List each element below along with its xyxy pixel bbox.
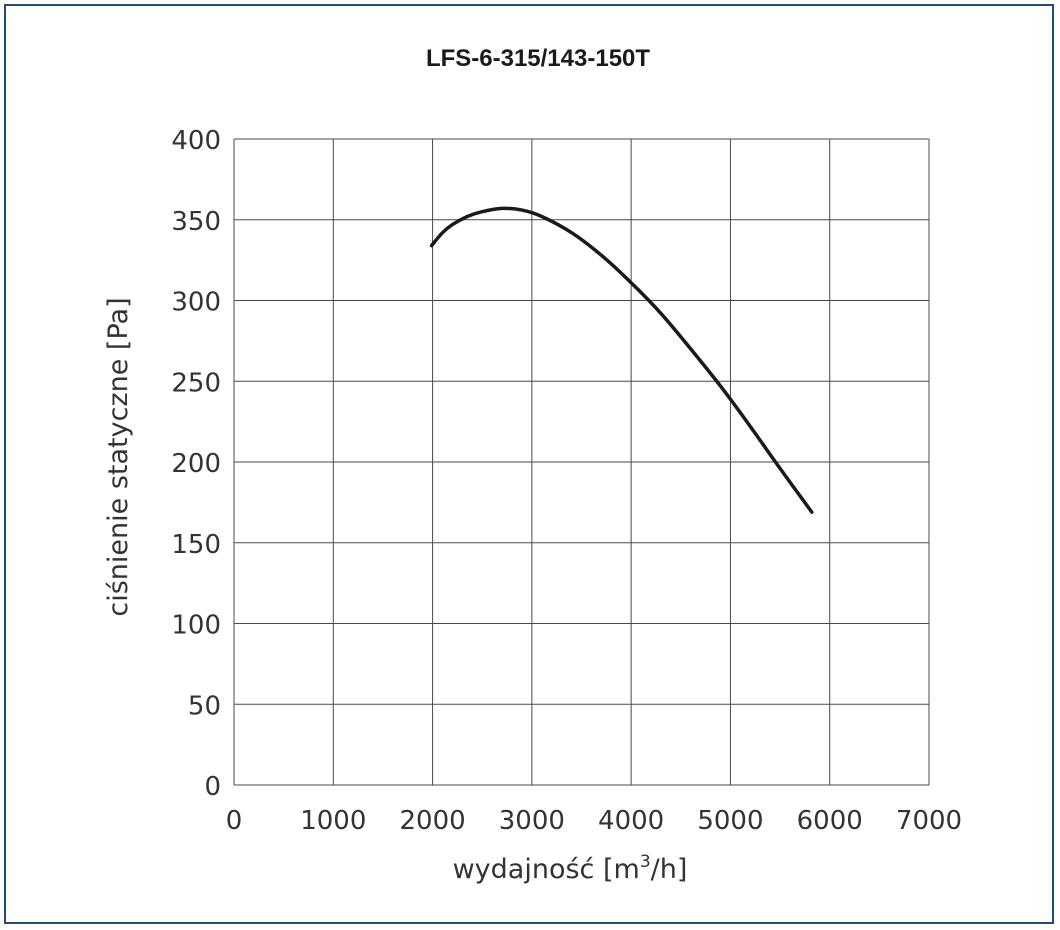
x-tick-label: 3000 [499,806,565,836]
series-layer [429,206,814,514]
x-tick-label: 7000 [896,806,962,836]
x-tick-label: 6000 [797,806,863,836]
x-tick-label: 4000 [598,806,664,836]
y-tick-label: 150 [171,530,221,560]
y-tick-label: 400 [171,126,221,156]
x-tick-label: 0 [226,806,243,836]
tick-labels: 0 1000 2000 3000 4000 5000 6000 7000 0 50 100 150 20… [171,126,962,836]
series-line [429,206,814,514]
y-tick-label: 250 [171,368,221,398]
y-tick-label: 200 [171,449,221,479]
x-tick-label: 2000 [399,806,465,836]
chart-title: LFS-6-315/143-150T [426,45,650,72]
chart-frame [4,4,1054,924]
grid [233,138,930,786]
x-tick-label: 1000 [300,806,366,836]
x-axis-label: wydajność [m3/h] [453,852,688,885]
y-tick-label: 50 [188,691,221,721]
y-axis-label: ciśnienie statyczne [Pa] [103,297,134,616]
y-tick-label: 0 [204,772,221,802]
x-tick-label: 5000 [697,806,763,836]
y-tick-label: 100 [171,611,221,641]
y-tick-label: 300 [171,288,221,318]
y-tick-label: 350 [171,207,221,237]
